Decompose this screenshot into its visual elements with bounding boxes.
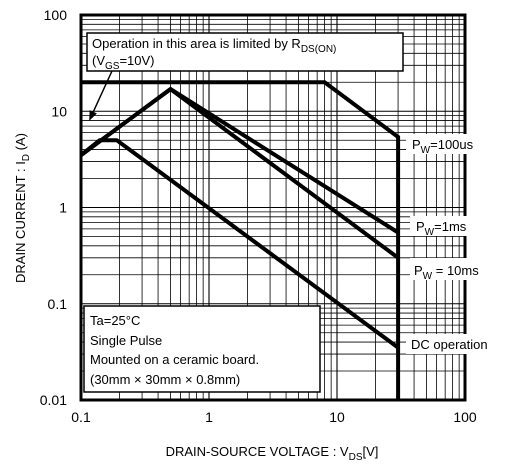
series-pw-100us — [81, 80, 401, 400]
y-axis-title: DRAIN CURRENT : ID (A) — [13, 133, 32, 283]
condition-mounting: Mounted on a ceramic board. — [90, 352, 259, 367]
x-axis-title: DRAIN-SOURCE VOLTAGE : VDS[V] — [166, 444, 379, 463]
rds-limit-note: Operation in this area is limited by RDS… — [86, 32, 404, 121]
y-tick-label: 10 — [51, 103, 67, 119]
curve-label-pw10: PW = 10ms — [410, 258, 492, 282]
x-tick-label: 1 — [205, 409, 213, 425]
curve-label-pw100: PW=100us — [406, 134, 488, 156]
y-tick-label: 0.01 — [40, 392, 67, 408]
svg-text:PW = 10ms: PW = 10ms — [414, 263, 479, 282]
curve-label-dc: DC operation — [406, 334, 504, 354]
conditions-note: Ta=25°C Single Pulse Mounted on a cerami… — [83, 305, 321, 393]
conditions-box — [83, 305, 321, 393]
condition-temperature: Ta=25°C — [90, 313, 140, 328]
x-tick-label: 10 — [329, 409, 345, 425]
x-tick-label: 0.1 — [71, 409, 91, 425]
soa-curves — [79, 80, 401, 400]
rds-limit-box — [86, 32, 404, 72]
plot-frame — [79, 13, 467, 402]
condition-pulse: Single Pulse — [90, 333, 162, 348]
svg-text:PW=100us: PW=100us — [412, 137, 474, 156]
series-dc-operation — [79, 138, 400, 350]
curve-label-pw1: PW=1ms — [410, 216, 482, 238]
svg-text:DC operation: DC operation — [411, 337, 488, 352]
series-pw-1ms — [79, 86, 400, 235]
condition-board-size: (30mm × 30mm × 0.8mm) — [90, 372, 240, 387]
rds-limit-line2: (VGS=10V) — [92, 53, 155, 72]
y-tick-label: 1 — [59, 200, 67, 216]
y-tick-label: 100 — [44, 7, 68, 23]
rds-limit-line1: Operation in this area is limited by RDS… — [92, 36, 336, 55]
series-pw-10ms — [79, 86, 400, 260]
x-tick-label: 100 — [453, 409, 477, 425]
rds-limit-arrow — [89, 70, 113, 121]
y-tick-label: 0.1 — [48, 296, 68, 312]
svg-text:PW=1ms: PW=1ms — [416, 219, 467, 238]
